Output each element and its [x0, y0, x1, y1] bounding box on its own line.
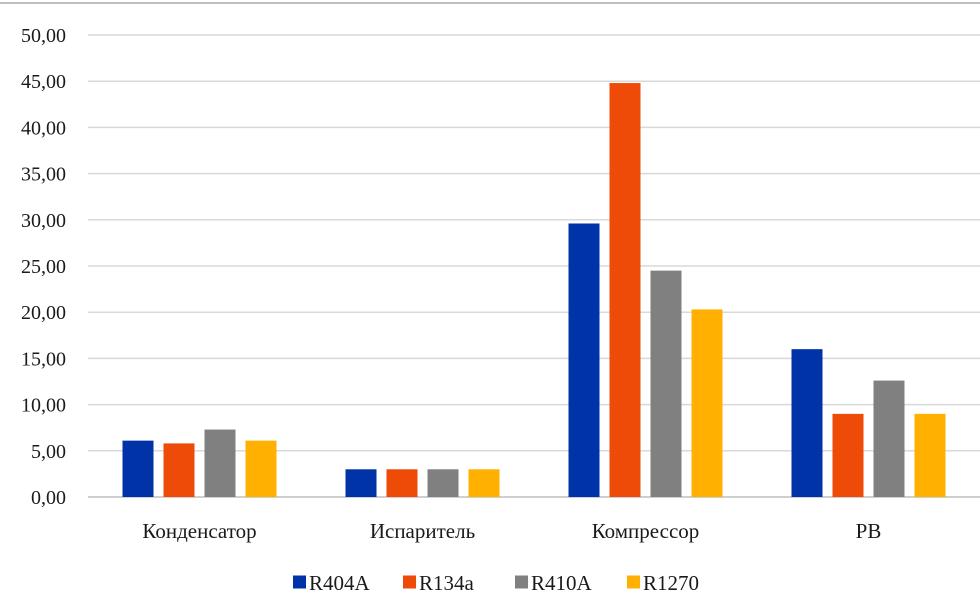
- y-tick-label: 15,00: [21, 348, 66, 370]
- y-axis-ticks: 0,00 5,00 10,00 15,00 20,00 25,00 30,00 35,00 40…: [21, 25, 66, 509]
- y-tick-label: 25,00: [21, 256, 66, 278]
- legend-label: R410A: [531, 571, 593, 595]
- y-tick-label: 50,00: [21, 25, 66, 47]
- legend-swatch: [627, 575, 640, 589]
- bar: [468, 469, 500, 497]
- y-tick-label: 45,00: [21, 71, 66, 93]
- y-tick-label: 35,00: [21, 164, 66, 186]
- bar: [345, 469, 377, 497]
- bar: [914, 413, 946, 497]
- bar: [568, 223, 600, 497]
- category-label: Компрессор: [592, 519, 700, 543]
- x-axis-categories: Конденсатор Испаритель Компрессор РВ: [142, 519, 881, 543]
- legend-label: R404A: [309, 571, 371, 595]
- bar: [204, 429, 236, 497]
- y-tick-label: 0,00: [31, 487, 66, 509]
- bar: [427, 469, 459, 497]
- y-tick-label: 5,00: [31, 441, 66, 463]
- legend-label: R1270: [643, 571, 699, 595]
- category-label: Конденсатор: [142, 519, 256, 543]
- legend-label: R134a: [419, 571, 475, 595]
- bar: [650, 270, 682, 497]
- bar: [832, 413, 864, 497]
- bar: [691, 309, 723, 497]
- bar: [873, 380, 905, 497]
- y-tick-label: 20,00: [21, 302, 66, 324]
- legend: R404A R134a R410A R1270: [293, 571, 699, 595]
- category-label: Испаритель: [370, 519, 475, 543]
- category-label: РВ: [856, 519, 882, 543]
- legend-swatch: [293, 575, 306, 589]
- y-tick-label: 10,00: [21, 395, 66, 417]
- bar: [791, 349, 823, 497]
- bar: [609, 83, 641, 497]
- bar: [163, 443, 195, 497]
- bar: [245, 440, 277, 497]
- y-tick-label: 40,00: [21, 117, 66, 139]
- y-tick-label: 30,00: [21, 210, 66, 232]
- legend-swatch: [515, 575, 528, 589]
- gridlines: [88, 34, 980, 498]
- bar: [386, 469, 418, 497]
- bar: [122, 440, 154, 497]
- legend-swatch: [403, 575, 416, 589]
- bars: [122, 83, 946, 497]
